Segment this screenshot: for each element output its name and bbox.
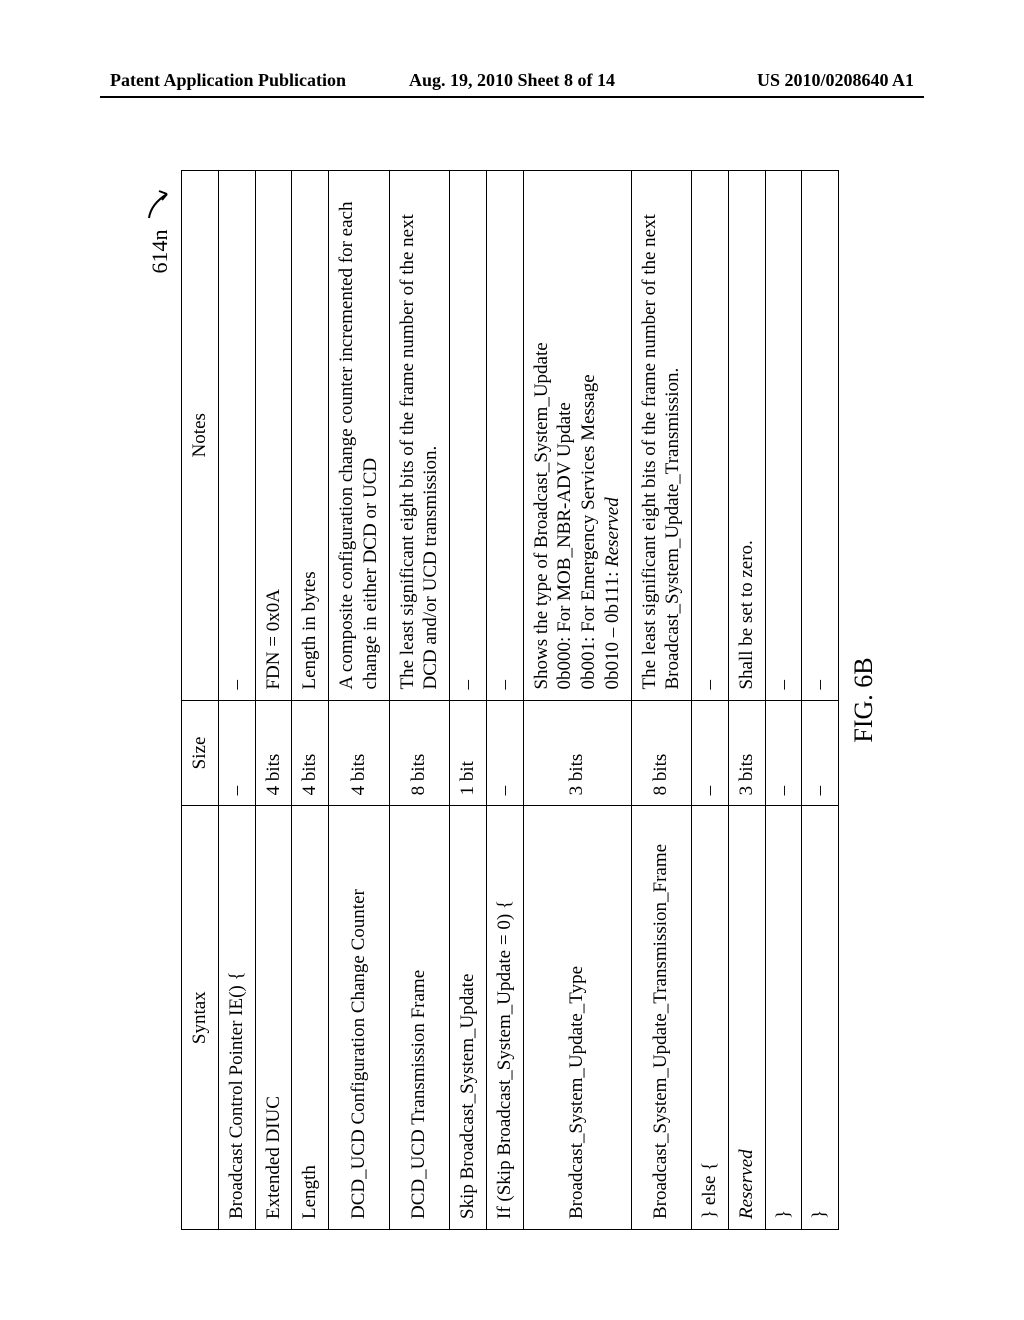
table-row: Broadcast_System_Update_Transmission_Fra… bbox=[631, 171, 692, 1230]
cell-size: 8 bits bbox=[389, 700, 450, 806]
table-row: If (Skip Broadcast_System_Update = 0) {–… bbox=[486, 171, 523, 1230]
cell-size: 3 bits bbox=[728, 700, 765, 806]
header-left: Patent Application Publication bbox=[110, 70, 346, 91]
table-header-row: Syntax Size Notes bbox=[182, 171, 219, 1230]
cell-size: – bbox=[218, 700, 255, 806]
reference-numeral: 614n bbox=[145, 170, 181, 1230]
reference-arrow-icon bbox=[145, 180, 179, 224]
cell-size: 8 bits bbox=[631, 700, 692, 806]
cell-syntax: If (Skip Broadcast_System_Update = 0) { bbox=[486, 806, 523, 1230]
table-row: Skip Broadcast_System_Update1 bit– bbox=[450, 171, 487, 1230]
reference-numeral-text: 614n bbox=[147, 230, 172, 274]
figure-landscape: 614n Syntax Size Notes bbox=[145, 170, 879, 1230]
cell-syntax: DCD_UCD Configuration Change Counter bbox=[329, 806, 390, 1230]
col-header-size: Size bbox=[182, 700, 219, 806]
cell-notes: Length in bytes bbox=[292, 171, 329, 701]
cell-notes: The least significant eight bits of the … bbox=[631, 171, 692, 701]
cell-size: 3 bits bbox=[523, 700, 631, 806]
cell-notes: A composite configuration change counter… bbox=[329, 171, 390, 701]
table-row: Broadcast_System_Update_Type3 bitsShows … bbox=[523, 171, 631, 1230]
cell-size: 4 bits bbox=[292, 700, 329, 806]
cell-notes: – bbox=[802, 171, 839, 701]
cell-size: 1 bit bbox=[450, 700, 487, 806]
cell-size: 4 bits bbox=[255, 700, 292, 806]
table-row: Broadcast Control Pointer IE() {–– bbox=[218, 171, 255, 1230]
cell-syntax: Reserved bbox=[728, 806, 765, 1230]
spec-table: Syntax Size Notes Broadcast Control Poin… bbox=[181, 170, 839, 1230]
cell-notes: – bbox=[218, 171, 255, 701]
table-row: } else {–– bbox=[692, 171, 729, 1230]
header-center: Aug. 19, 2010 Sheet 8 of 14 bbox=[409, 70, 615, 91]
header-rule bbox=[100, 96, 924, 98]
cell-syntax: DCD_UCD Transmission Frame bbox=[389, 806, 450, 1230]
table-row: Reserved3 bitsShall be set to zero. bbox=[728, 171, 765, 1230]
cell-notes: – bbox=[765, 171, 802, 701]
cell-syntax: } bbox=[802, 806, 839, 1230]
table-row: DCD_UCD Transmission Frame8 bitsThe leas… bbox=[389, 171, 450, 1230]
cell-size: – bbox=[486, 700, 523, 806]
cell-syntax: Extended DIUC bbox=[255, 806, 292, 1230]
cell-notes: FDN = 0x0A bbox=[255, 171, 292, 701]
cell-notes: The least significant eight bits of the … bbox=[389, 171, 450, 701]
cell-syntax: Broadcast Control Pointer IE() { bbox=[218, 806, 255, 1230]
cell-notes: – bbox=[450, 171, 487, 701]
cell-syntax: Length bbox=[292, 806, 329, 1230]
col-header-syntax: Syntax bbox=[182, 806, 219, 1230]
figure-caption: FIG. 6B bbox=[849, 170, 879, 1230]
cell-syntax: } else { bbox=[692, 806, 729, 1230]
cell-notes: – bbox=[692, 171, 729, 701]
cell-notes: Shall be set to zero. bbox=[728, 171, 765, 701]
figure-rotated-container: 614n Syntax Size Notes bbox=[145, 170, 879, 1230]
cell-syntax: Broadcast_System_Update_Transmission_Fra… bbox=[631, 806, 692, 1230]
table-row: }–– bbox=[765, 171, 802, 1230]
cell-syntax: } bbox=[765, 806, 802, 1230]
cell-size: 4 bits bbox=[329, 700, 390, 806]
cell-notes: Shows the type of Broadcast_System_Updat… bbox=[523, 171, 631, 701]
col-header-notes: Notes bbox=[182, 171, 219, 701]
cell-syntax: Skip Broadcast_System_Update bbox=[450, 806, 487, 1230]
table-row: DCD_UCD Configuration Change Counter4 bi… bbox=[329, 171, 390, 1230]
cell-size: – bbox=[802, 700, 839, 806]
table-row: Length4 bitsLength in bytes bbox=[292, 171, 329, 1230]
cell-size: – bbox=[765, 700, 802, 806]
table-body: Broadcast Control Pointer IE() {––Extend… bbox=[218, 171, 838, 1230]
cell-size: – bbox=[692, 700, 729, 806]
cell-notes: – bbox=[486, 171, 523, 701]
page: Patent Application Publication Aug. 19, … bbox=[0, 0, 1024, 1320]
header-right: US 2010/0208640 A1 bbox=[757, 70, 914, 91]
table-row: Extended DIUC4 bitsFDN = 0x0A bbox=[255, 171, 292, 1230]
cell-syntax: Broadcast_System_Update_Type bbox=[523, 806, 631, 1230]
table-row: }–– bbox=[802, 171, 839, 1230]
